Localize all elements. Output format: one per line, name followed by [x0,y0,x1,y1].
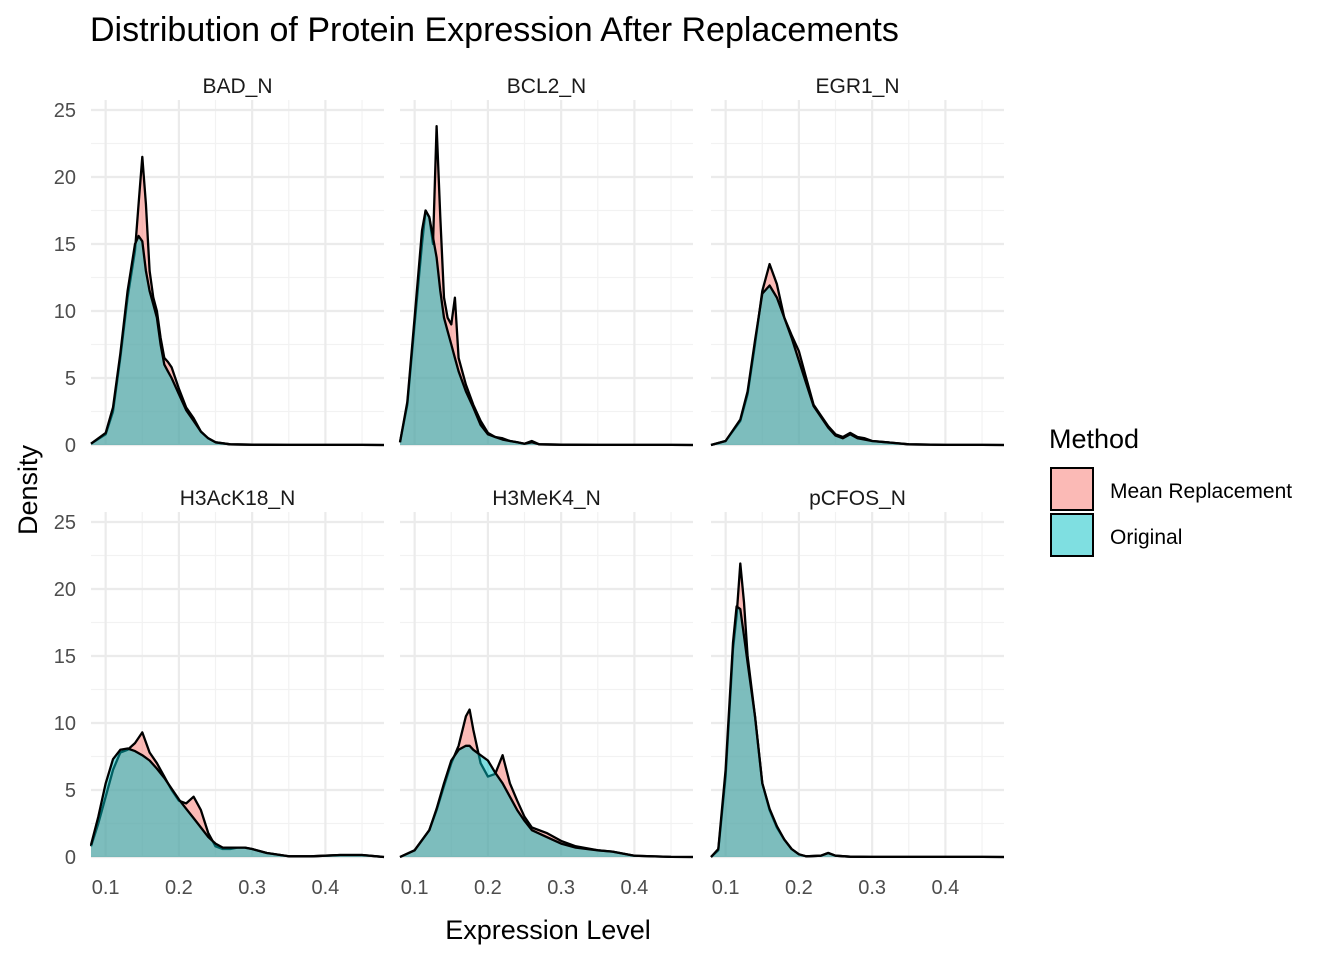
panel-bcl2-n: BCL2_N [398,75,694,447]
y-tick-label: 10 [54,301,76,323]
facet-label-h3mek4-n: H3MeK4_N [492,487,601,510]
y-tick-label: 5 [65,368,76,390]
y-tick-label: 5 [65,780,76,802]
x-tick-label: 0.2 [474,877,502,899]
legend-label-original: Original [1110,526,1182,549]
density-area-original [711,285,1004,445]
x-tick-label: 0.1 [712,877,740,899]
legend-title: Method [1049,424,1139,454]
x-tick-label: 0.1 [401,877,429,899]
panel-h3ack18-n: H3AcK18_N 0 5 10 15 20 25 0.1 0.2 0.3 0.4 [54,487,385,899]
x-tick-label: 0.2 [165,877,193,899]
legend-swatch-original [1050,513,1094,557]
facet-label-pcfos-n: pCFOS_N [809,487,906,510]
density-line-original [89,747,385,859]
density-area-original [400,745,693,857]
density-line-original [90,234,385,447]
density-line-original [710,284,1005,447]
y-tick-label: 0 [65,435,76,457]
x-tick-label: 0.4 [931,877,959,899]
y-axis-title: Density [13,444,43,535]
x-axis-title: Expression Level [445,915,651,945]
density-area-original [91,236,384,445]
x-tick-label: 0.3 [238,877,266,899]
y-tick-label: 15 [54,646,76,668]
density-area-original [400,210,693,445]
x-tick-label: 0.4 [311,877,339,899]
panel-bad-n: BAD_N 0 5 10 15 20 25 [54,75,385,457]
y-tick-label: 20 [54,167,76,189]
facet-label-bcl2-n: BCL2_N [507,75,586,98]
y-tick-label: 0 [65,847,76,869]
density-line-original [399,744,694,859]
legend-label-mean-replacement: Mean Replacement [1110,480,1292,503]
x-tick-label: 0.3 [547,877,575,899]
y-tick-label: 25 [54,100,76,122]
x-tick-label: 0.4 [620,877,648,899]
density-line-original [398,209,694,447]
density-area-original [711,606,1004,857]
density-area-original [91,748,384,857]
x-tick-label: 0.1 [92,877,120,899]
panel-pcfos-n: pCFOS_N 0.1 0.2 0.3 0.4 [710,487,1005,899]
x-tick-label: 0.3 [858,877,886,899]
legend: Method Mean Replacement Original [1049,424,1292,557]
y-tick-label: 10 [54,713,76,735]
chart-title: Distribution of Protein Expression After… [90,11,899,49]
panel-egr1-n: EGR1_N [710,75,1005,447]
x-tick-label: 0.2 [785,877,813,899]
y-tick-label: 20 [54,579,76,601]
facet-panels: BAD_N 0 5 10 15 20 25 BCL2_N EGR1_N H3AcK18_N 0 5 10… [54,75,1005,899]
facet-label-egr1-n: EGR1_N [815,75,899,98]
legend-swatch-mean-replacement [1050,467,1094,511]
y-tick-label: 15 [54,234,76,256]
density-line-original [710,605,1005,859]
facet-label-h3ack18-n: H3AcK18_N [180,487,296,510]
y-tick-label: 25 [54,512,76,534]
facet-label-bad-n: BAD_N [202,75,272,98]
panel-h3mek4-n: H3MeK4_N 0.1 0.2 0.3 0.4 [399,487,694,899]
